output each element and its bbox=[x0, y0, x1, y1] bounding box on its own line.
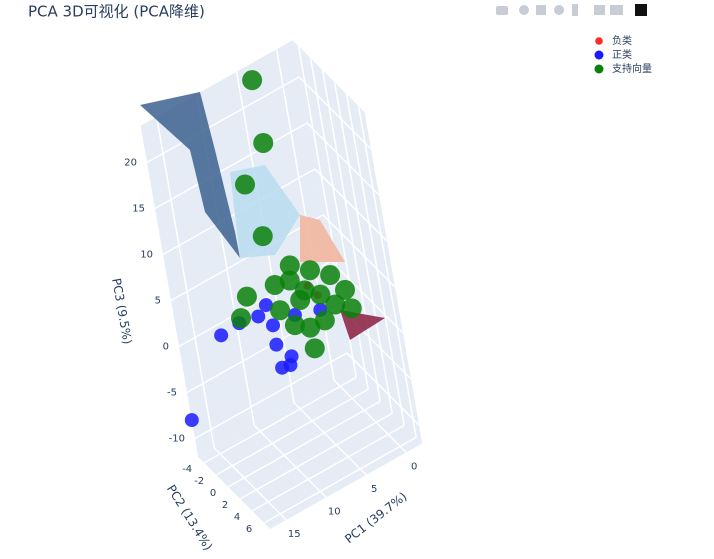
grid-line bbox=[306, 122, 380, 196]
point bbox=[279, 255, 300, 276]
legend-label: 支持向量 bbox=[612, 62, 652, 75]
modebar bbox=[496, 4, 647, 16]
grid-line bbox=[215, 388, 369, 476]
grid-line bbox=[154, 122, 308, 210]
point bbox=[325, 294, 346, 315]
point bbox=[242, 70, 263, 91]
point bbox=[284, 315, 305, 336]
grid-line bbox=[253, 424, 327, 498]
point bbox=[275, 360, 290, 375]
legend-label: 负类 bbox=[612, 34, 632, 47]
grid-line bbox=[357, 106, 417, 438]
grid-line bbox=[322, 214, 396, 288]
z-tick-label: 20 bbox=[124, 158, 137, 169]
point bbox=[253, 132, 274, 153]
point bbox=[251, 309, 266, 324]
point bbox=[269, 337, 284, 352]
point bbox=[270, 300, 291, 321]
y-tick-label: 2 bbox=[222, 500, 228, 511]
legend-label: 正类 bbox=[612, 48, 632, 61]
grid-line bbox=[333, 379, 407, 453]
grid-line bbox=[321, 70, 381, 402]
z-axis-title: PC3 (9.5%) bbox=[109, 277, 134, 345]
grid-line bbox=[170, 214, 324, 302]
point bbox=[231, 308, 251, 329]
legend-marker bbox=[594, 64, 604, 74]
point bbox=[341, 298, 362, 319]
turntable-icon[interactable] bbox=[572, 4, 578, 16]
z-tick-label: 10 bbox=[140, 250, 153, 261]
point bbox=[304, 338, 325, 359]
y-tick-label: 6 bbox=[246, 524, 252, 535]
z-tick-label: -5 bbox=[167, 388, 177, 399]
grid-line bbox=[330, 260, 404, 334]
camera-icon[interactable] bbox=[496, 6, 508, 15]
grid-line bbox=[146, 76, 300, 164]
z-tick-label: 0 bbox=[163, 342, 169, 353]
grid-line bbox=[203, 376, 357, 464]
x-tick-label: 5 bbox=[371, 484, 377, 495]
point bbox=[236, 286, 257, 307]
surface-dark bbox=[140, 92, 240, 258]
pan-icon[interactable] bbox=[536, 5, 546, 15]
grid-line bbox=[346, 352, 420, 426]
zoom-icon[interactable] bbox=[519, 5, 529, 15]
grid-line bbox=[298, 76, 372, 150]
grid-line bbox=[227, 400, 381, 488]
point bbox=[294, 280, 315, 301]
decision-surface bbox=[140, 92, 385, 340]
point bbox=[310, 284, 331, 305]
grid-line bbox=[333, 82, 393, 414]
z-tick-label: 15 bbox=[132, 204, 145, 215]
point bbox=[235, 174, 255, 195]
legend-marker bbox=[595, 37, 603, 45]
point bbox=[252, 226, 273, 247]
point bbox=[214, 328, 229, 343]
grid-line bbox=[263, 436, 417, 524]
wall-floor bbox=[198, 371, 423, 529]
x-tick-label: 0 bbox=[411, 461, 417, 472]
point bbox=[184, 413, 199, 428]
x-tick-label: 15 bbox=[288, 529, 301, 540]
grid-line bbox=[239, 412, 393, 500]
y-tick-label: 0 bbox=[210, 488, 216, 499]
y-tick-label: -4 bbox=[182, 464, 192, 475]
point bbox=[314, 310, 335, 331]
legend-marker bbox=[594, 50, 604, 60]
point bbox=[264, 274, 285, 295]
point bbox=[258, 298, 273, 313]
x-axis-title: PC1 (39.7%) bbox=[342, 489, 409, 546]
chart-title: PCA 3D可视化 (PCA降维) bbox=[28, 3, 205, 21]
point bbox=[335, 279, 355, 300]
surface-peach bbox=[300, 215, 345, 262]
grid-line bbox=[155, 116, 215, 449]
grid-line bbox=[213, 447, 287, 521]
reset-icon[interactable] bbox=[610, 5, 623, 15]
orbit-icon[interactable] bbox=[554, 5, 564, 15]
y-tick-label: 4 bbox=[234, 512, 240, 523]
grid-line bbox=[293, 402, 367, 476]
point bbox=[279, 270, 300, 291]
grid-line bbox=[251, 424, 405, 512]
point bbox=[299, 260, 320, 281]
x-tick-label: 10 bbox=[328, 506, 341, 517]
grid-line bbox=[314, 168, 388, 242]
grid-line bbox=[345, 94, 405, 426]
marks bbox=[184, 70, 362, 428]
plotly-logo[interactable] bbox=[635, 4, 647, 16]
point bbox=[266, 318, 280, 333]
home-icon[interactable] bbox=[594, 5, 605, 15]
y-tick-label: -2 bbox=[194, 476, 204, 487]
z-tick-label: -10 bbox=[169, 434, 185, 445]
grid-line bbox=[194, 352, 348, 440]
z-tick-label: 5 bbox=[155, 296, 161, 307]
y-axis-title: PC2 (13.4%) bbox=[164, 482, 215, 553]
point bbox=[320, 265, 341, 286]
